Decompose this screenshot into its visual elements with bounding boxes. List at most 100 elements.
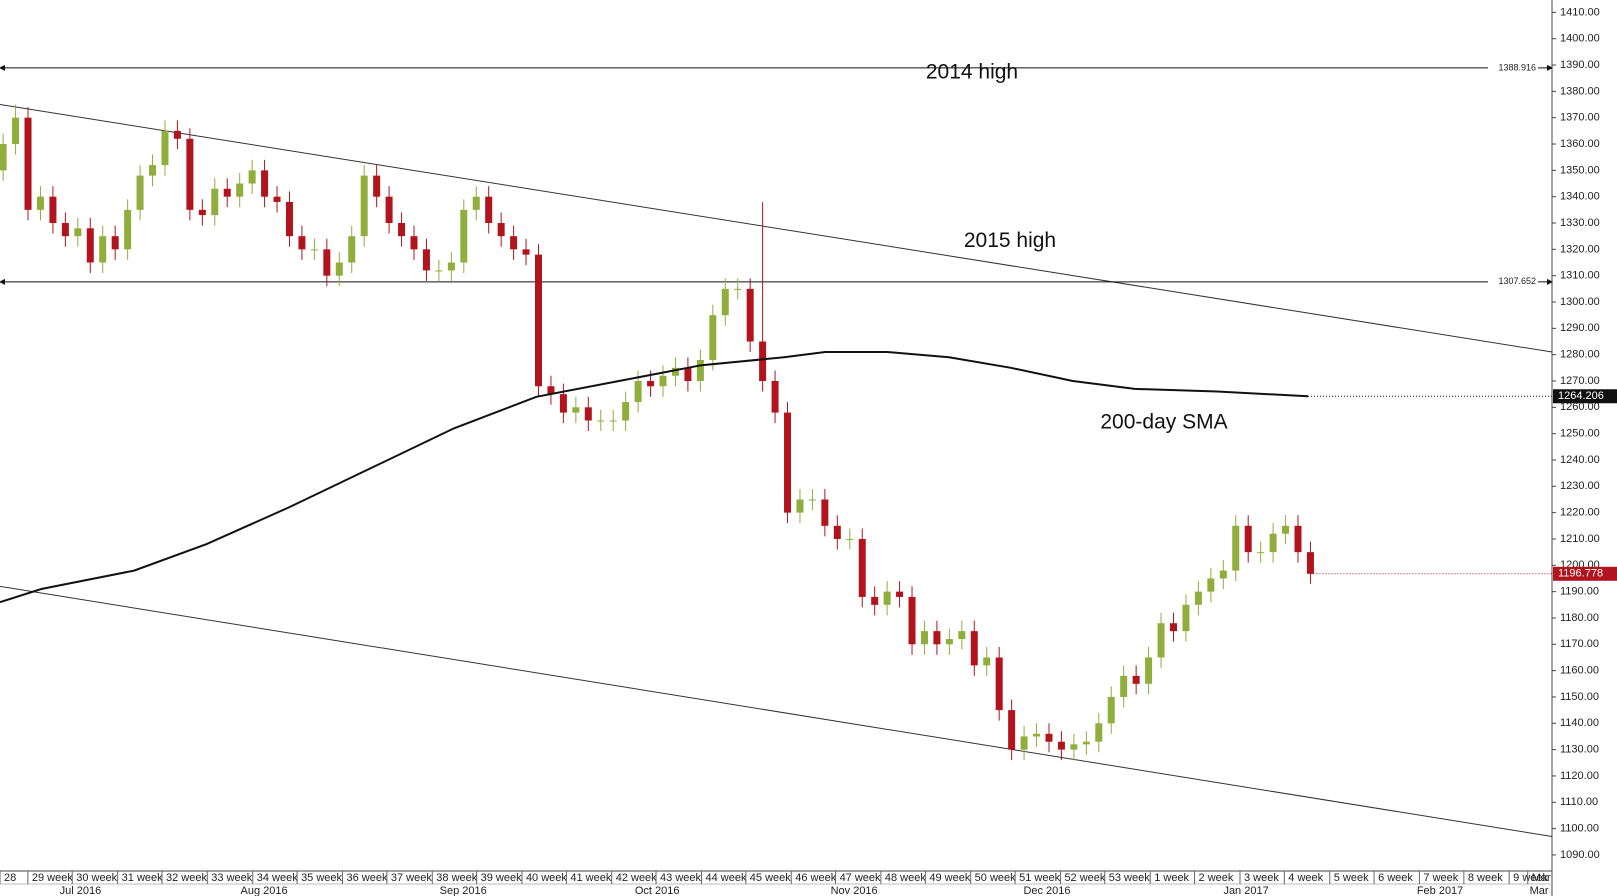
candle-body [111,236,119,250]
candle-body [24,117,32,210]
candle-body [933,631,941,645]
candle-body [510,236,518,250]
candle-body [721,288,729,316]
y-tick-label: 1130.00 [1560,744,1599,756]
candle-body [970,631,978,666]
x-tick-label: 41 week [570,872,611,884]
candle-body [99,236,107,263]
price-tag [1553,566,1617,581]
month-label: Jul 2016 [60,885,102,896]
candle-body [12,117,20,145]
candle-body [808,499,816,501]
x-tick-label: 45 week [750,872,791,884]
x-tick-label: 29 week [32,872,73,884]
x-tick-label: 38 week [436,872,477,884]
x-tick-label: 37 week [391,872,432,884]
y-tick-label: 1190.00 [1560,586,1599,598]
candle-body [422,249,430,271]
y-tick-label: 1240.00 [1560,454,1600,466]
candle-body [136,175,144,210]
x-tick-label: 43 week [660,872,701,884]
candle-body [1207,578,1215,592]
candle-body [883,591,891,605]
y-tick-label: 1140.00 [1560,717,1599,729]
candle-body [1057,741,1065,750]
y-tick-label: 1390.00 [1560,59,1600,71]
candle-body [198,209,206,216]
x-tick-label: 1 week [1154,872,1189,884]
candle-body [958,631,966,640]
level-label: 1388.916 [1498,62,1536,72]
candle-body [1095,723,1103,742]
y-tick-label: 1170.00 [1560,638,1599,650]
month-label: Jan 2017 [1223,885,1268,896]
candle-body [36,196,44,210]
candle-body [74,228,82,237]
y-tick-label: 1340.00 [1560,191,1600,203]
price-tag [1553,389,1617,404]
y-tick-label: 1230.00 [1560,480,1600,492]
x-tick-label: 32 week [166,872,207,884]
x-tick-label: 34 week [257,872,298,884]
month-label: Nov 2016 [831,885,878,896]
candle-body [447,262,455,271]
candle-body [1132,675,1140,684]
y-tick-label: 1180.00 [1560,612,1599,624]
candle-body [460,209,468,263]
candle-body [945,639,953,645]
y-tick-label: 1250.00 [1560,428,1600,440]
candle-body [236,183,244,197]
candle-body [821,499,829,526]
x-tick-label: 6 week [1378,872,1413,884]
candle-body [634,380,642,403]
candle-body [472,196,480,210]
candle-body [1070,744,1078,750]
y-tick-label: 1380.00 [1560,85,1600,97]
y-tick-label: 1370.00 [1560,112,1600,124]
candle-body [647,380,655,387]
candle-body [1120,675,1128,697]
candle-body [0,144,7,171]
level-label: 1307.652 [1498,276,1536,286]
month-label: Feb 2017 [1417,885,1463,896]
month-label: Dec 2016 [1023,885,1070,896]
candle-body [1082,741,1090,745]
candle-body [86,228,94,263]
candle-body [497,223,505,237]
month-label: Mar [1530,885,1549,896]
candle-body [771,380,779,413]
x-tick-label: 5 week [1334,872,1369,884]
y-tick-label: 1210.00 [1560,533,1600,545]
x-tick-label: 36 week [347,872,388,884]
candle-body [1294,525,1302,553]
candle-body [671,367,679,376]
candle-body [310,249,318,251]
candle-body [124,209,132,250]
sma-line [0,351,1309,604]
candle-body [784,412,792,513]
candle-body [1045,733,1053,742]
candle-body [1020,736,1028,750]
candle-body [211,188,219,216]
candle-body [1257,552,1265,554]
x-tick-label: 49 week [929,872,970,884]
candle-body [1269,533,1277,553]
candle-body [1008,710,1016,750]
candle-body [659,375,667,387]
x-tick-label: 44 week [705,872,746,884]
candle-body [609,420,617,422]
candle-body [49,196,57,224]
y-tick-label: 1100.00 [1560,823,1599,835]
candle-body [522,249,530,255]
candle-body [746,288,754,342]
x-tick-label: 50 week [975,872,1016,884]
candle-body [435,270,443,272]
candle-body [1194,591,1202,605]
x-tick-label: 47 week [840,872,881,884]
y-tick-label: 1310.00 [1560,270,1600,282]
candle-body [995,657,1003,711]
y-tick-label: 1320.00 [1560,243,1600,255]
y-tick-label: 1260.00 [1560,401,1600,413]
